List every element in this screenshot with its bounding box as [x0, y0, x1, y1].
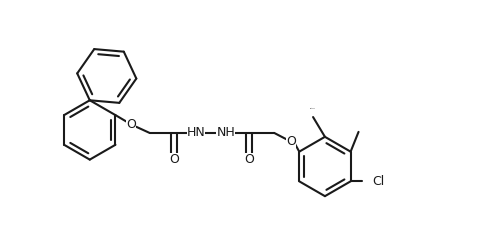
Text: O: O [245, 153, 254, 166]
Text: Cl: Cl [372, 175, 385, 188]
Text: O: O [170, 153, 179, 166]
Text: HN: HN [187, 126, 206, 140]
Text: O: O [286, 135, 296, 148]
Text: NH: NH [216, 126, 235, 140]
Text: O: O [126, 118, 136, 130]
Text: methyl1: methyl1 [310, 108, 316, 109]
